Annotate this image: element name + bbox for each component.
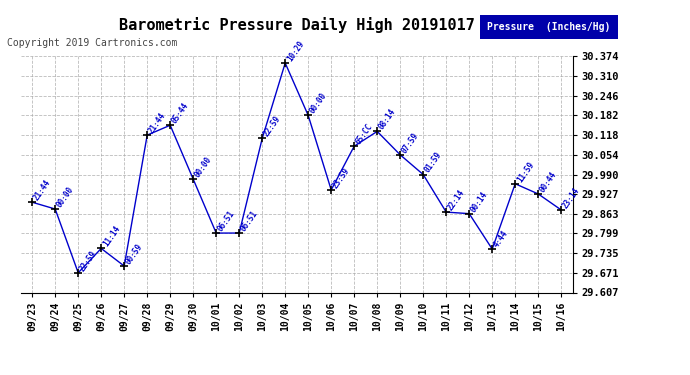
Text: Barometric Pressure Daily High 20191017: Barometric Pressure Daily High 20191017 — [119, 17, 475, 33]
Text: 21:44: 21:44 — [147, 111, 168, 135]
Text: 06:51: 06:51 — [239, 209, 260, 233]
Text: 65:CC: 65:CC — [354, 122, 375, 146]
Text: 00:14: 00:14 — [469, 189, 490, 214]
Text: 21:44: 21:44 — [32, 178, 53, 202]
Text: 00:44: 00:44 — [538, 170, 559, 194]
Text: 22:59: 22:59 — [78, 249, 99, 273]
Text: 22:59: 22:59 — [262, 114, 283, 138]
Text: 23:14: 23:14 — [561, 186, 582, 210]
Text: 23:59: 23:59 — [331, 166, 352, 190]
Text: Copyright 2019 Cartronics.com: Copyright 2019 Cartronics.com — [7, 38, 177, 48]
Text: 01:59: 01:59 — [423, 150, 444, 174]
Text: 22:14: 22:14 — [446, 188, 467, 212]
Text: Pressure  (Inches/Hg): Pressure (Inches/Hg) — [487, 22, 610, 32]
Text: 11:59: 11:59 — [515, 160, 536, 184]
Text: 00:00: 00:00 — [193, 155, 214, 179]
Text: 07:59: 07:59 — [400, 131, 421, 155]
Text: 06:51: 06:51 — [216, 209, 237, 233]
Text: 4:44: 4:44 — [492, 229, 510, 249]
Text: 05:44: 05:44 — [170, 101, 191, 125]
Text: 00:00: 00:00 — [308, 91, 329, 116]
Text: 00:00: 00:00 — [55, 185, 76, 209]
Text: 00:59: 00:59 — [124, 242, 145, 266]
Text: 11:14: 11:14 — [101, 224, 122, 249]
Text: 08:14: 08:14 — [377, 107, 398, 131]
Text: 10:29: 10:29 — [285, 39, 306, 63]
